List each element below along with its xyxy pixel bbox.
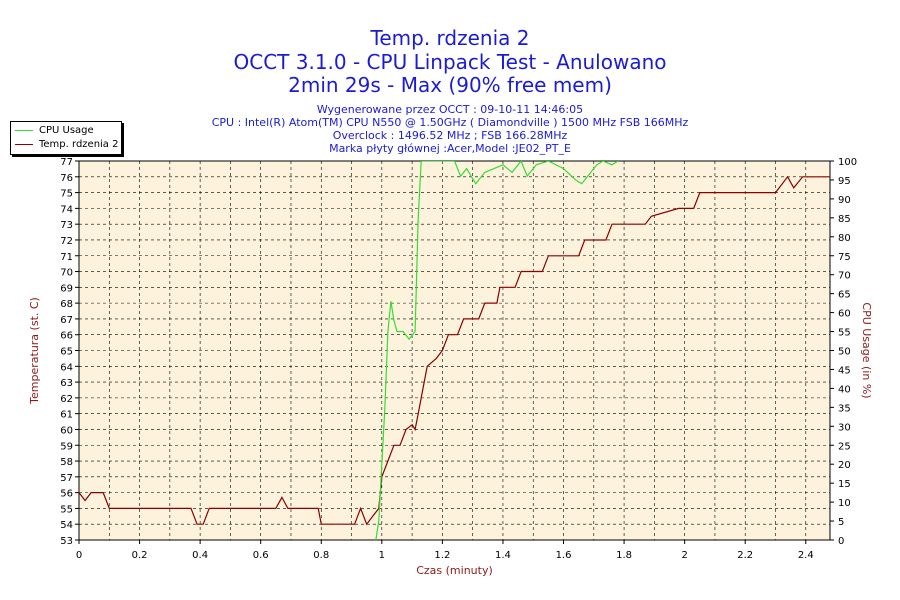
y-left-tick-label: 53: [60, 536, 73, 547]
legend-item-cpu-usage: CPU Usage: [15, 124, 94, 137]
series-line-cpu-usage: [375, 161, 619, 540]
y-left-tick-label: 74: [60, 204, 73, 215]
y-right-tick-label: 40: [838, 384, 851, 395]
y-left-tick-label: 68: [60, 299, 73, 310]
y-left-tick-label: 76: [60, 173, 73, 184]
y-left-tick-label: 61: [60, 410, 73, 421]
y-left-tick-label: 65: [60, 347, 73, 358]
y-left-tick-label: 67: [60, 315, 73, 326]
x-tick-label: 1.4: [495, 550, 511, 561]
y-left-tick-label: 60: [60, 425, 73, 436]
y-left-tick-label: 58: [60, 457, 73, 468]
y-right-tick-label: 0: [838, 536, 844, 547]
y-left-tick-label: 56: [60, 489, 73, 500]
y-left-axis-label: Temperatura (st. C): [28, 297, 41, 405]
y-left-tick-label: 70: [60, 268, 73, 279]
chart-title-line-2: OCCT 3.1.0 - CPU Linpack Test - Anulowan…: [233, 50, 667, 74]
legend-label-cpu-usage: CPU Usage: [39, 125, 94, 136]
y-left-tick-label: 69: [60, 283, 73, 294]
y-left-tick-label: 73: [60, 220, 73, 231]
x-tick-label: 2: [681, 550, 687, 561]
y-right-tick-label: 55: [838, 328, 851, 339]
series-line-temp-rdzenia-2: [79, 175, 830, 526]
y-right-tick-label: 15: [838, 479, 851, 490]
y-left-tick-label: 62: [60, 394, 73, 405]
y-right-tick-label: 70: [838, 271, 851, 282]
x-tick-label: 1.2: [434, 550, 450, 561]
y-right-tick-label: 45: [838, 365, 851, 376]
chart-legend: CPU Usage Temp. rdzenia 2: [10, 121, 122, 155]
overclock-info: Overclock : 1496.52 MHz ; FSB 166.28MHz: [332, 129, 568, 142]
motherboard-info: Marka płyty głównej :Acer,Model :JE02_PT…: [329, 142, 571, 155]
x-tick-label: 1.8: [616, 550, 632, 561]
y-right-tick-label: 50: [838, 347, 851, 358]
x-tick-label: 1: [379, 550, 385, 561]
y-right-tick-label: 80: [838, 233, 851, 244]
y-left-tick-label: 72: [60, 236, 73, 247]
legend-label-temp: Temp. rdzenia 2: [39, 139, 119, 150]
chart-title-line-3: 2min 29s - Max (90% free mem): [288, 73, 612, 97]
y-right-axis-label: CPU Usage (in %): [860, 302, 873, 398]
legend-swatch-cpu-usage: [15, 130, 33, 131]
x-axis-label: Czas (minuty): [416, 564, 493, 577]
y-right-tick-label: 25: [838, 441, 851, 452]
legend-swatch-temp: [15, 144, 33, 145]
y-left-tick-label: 66: [60, 331, 73, 342]
y-right-tick-label: 60: [838, 309, 851, 320]
y-left-tick-label: 55: [60, 504, 73, 515]
y-left-tick-label: 54: [60, 520, 73, 531]
y-left-tick-label: 59: [60, 441, 73, 452]
y-right-tick-label: 5: [838, 517, 844, 528]
y-right-tick-label: 100: [838, 157, 857, 168]
y-right-tick-label: 75: [838, 252, 851, 263]
generated-info: Wygenerowane przez OCCT : 09-10-11 14:46…: [316, 103, 584, 116]
x-tick-label: 0.8: [313, 550, 329, 561]
x-tick-label: 1.6: [556, 550, 572, 561]
y-right-tick-label: 20: [838, 460, 851, 471]
x-tick-label: 0.2: [132, 550, 148, 561]
x-tick-label: 0.4: [192, 550, 208, 561]
y-right-tick-label: 95: [838, 176, 851, 187]
x-tick-label: 0.6: [253, 550, 269, 561]
y-right-tick-label: 35: [838, 403, 851, 414]
y-left-tick-label: 57: [60, 473, 73, 484]
x-tick-label: 2.2: [737, 550, 753, 561]
chart-title-line-1: Temp. rdzenia 2: [370, 26, 530, 50]
y-right-tick-label: 65: [838, 290, 851, 301]
x-tick-label: 0: [76, 550, 82, 561]
y-left-tick-label: 71: [60, 252, 73, 263]
y-left-tick-label: 75: [60, 189, 73, 200]
y-right-tick-label: 85: [838, 214, 851, 225]
cpu-info: CPU : Intel(R) Atom(TM) CPU N550 @ 1.50G…: [211, 116, 689, 129]
y-left-tick-label: 63: [60, 378, 73, 389]
y-right-tick-label: 30: [838, 422, 851, 433]
y-right-tick-label: 90: [838, 195, 851, 206]
x-tick-label: 2.4: [798, 550, 814, 561]
y-left-tick-label: 77: [60, 157, 73, 168]
y-right-tick-label: 10: [838, 498, 851, 509]
legend-item-temp: Temp. rdzenia 2: [15, 138, 118, 151]
y-left-tick-label: 64: [60, 362, 73, 373]
